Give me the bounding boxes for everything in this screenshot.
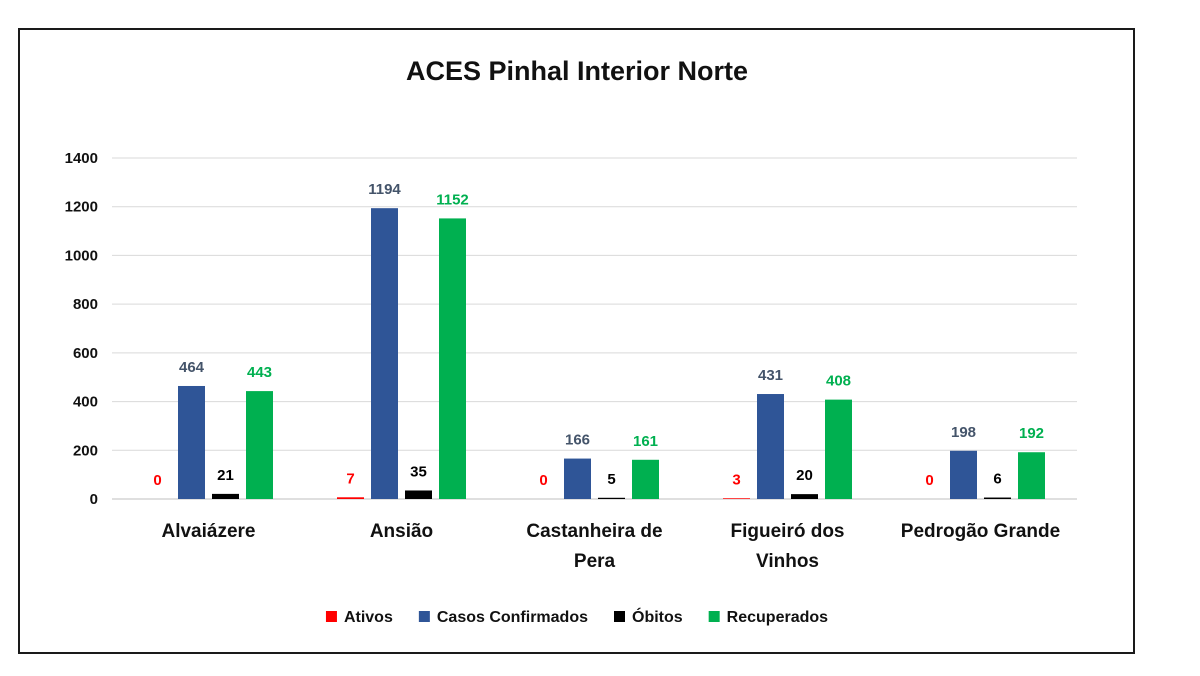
bar bbox=[405, 490, 432, 499]
data-label: 464 bbox=[179, 359, 205, 376]
bar bbox=[337, 497, 364, 499]
bar-chart: ACES Pinhal Interior Norte 0200400600800… bbox=[65, 56, 1077, 626]
data-label: 21 bbox=[217, 467, 234, 484]
bar bbox=[984, 497, 1011, 499]
data-label: 431 bbox=[758, 367, 783, 384]
legend-label: Óbitos bbox=[632, 607, 683, 626]
category-label: Figueiró dos bbox=[731, 521, 845, 542]
y-tick-label: 1400 bbox=[65, 150, 98, 167]
data-label: 166 bbox=[565, 432, 590, 449]
category-label: Alvaiázere bbox=[161, 521, 255, 542]
data-label: 5 bbox=[607, 471, 615, 488]
legend-label: Ativos bbox=[344, 609, 393, 626]
data-label: 1152 bbox=[436, 191, 469, 208]
data-label: 198 bbox=[951, 424, 976, 441]
bar bbox=[564, 458, 591, 499]
y-tick-label: 200 bbox=[73, 442, 98, 459]
x-axis-categories: Alvaiázere Ansião Castanheira de Pera Figuei… bbox=[161, 521, 1060, 572]
bar bbox=[212, 493, 239, 499]
y-tick-label: 1000 bbox=[65, 247, 98, 264]
data-label: 20 bbox=[796, 467, 813, 484]
data-label: 35 bbox=[410, 463, 427, 480]
data-label: 161 bbox=[633, 433, 658, 450]
data-label: 192 bbox=[1019, 425, 1044, 442]
data-label: 0 bbox=[153, 472, 161, 489]
y-axis-ticks: 0 200 400 600 800 1000 1200 1400 bbox=[65, 150, 98, 508]
data-label: 0 bbox=[539, 472, 547, 489]
category-label: Vinhos bbox=[756, 551, 819, 572]
y-tick-label: 400 bbox=[73, 394, 98, 411]
data-label: 6 bbox=[993, 471, 1001, 488]
y-tick-label: 0 bbox=[90, 491, 98, 508]
chart-title: ACES Pinhal Interior Norte bbox=[406, 56, 748, 86]
bar bbox=[825, 399, 852, 499]
bar bbox=[439, 218, 466, 500]
bar bbox=[791, 494, 818, 499]
category-label: Castanheira de bbox=[526, 521, 662, 542]
data-label: 1194 bbox=[368, 181, 401, 198]
bar bbox=[371, 208, 398, 499]
data-label: 443 bbox=[247, 364, 272, 381]
bar bbox=[950, 450, 977, 499]
data-label: 3 bbox=[732, 471, 740, 488]
legend-swatch bbox=[708, 611, 720, 622]
y-tick-label: 1200 bbox=[65, 199, 98, 216]
category-label: Pera bbox=[574, 551, 616, 572]
bar bbox=[757, 394, 784, 499]
bar bbox=[1018, 452, 1045, 499]
category-label: Ansião bbox=[370, 521, 433, 542]
data-labels: 0 464 21 443 7 1194 35 1152 0 166 5 161 3 431 20 408 0 19… bbox=[153, 181, 1044, 489]
y-tick-label: 600 bbox=[73, 345, 98, 362]
data-label: 408 bbox=[826, 373, 851, 390]
bar bbox=[598, 497, 625, 499]
bars bbox=[178, 208, 1045, 500]
legend-swatch bbox=[614, 611, 625, 622]
legend-label: Recuperados bbox=[727, 609, 828, 626]
legend: Ativos Casos Confirmados Óbitos Recuperados bbox=[325, 607, 828, 626]
bar bbox=[246, 391, 273, 499]
data-label: 7 bbox=[346, 470, 354, 487]
chart-frame: ACES Pinhal Interior Norte 0 200 400 600 800… bbox=[18, 28, 1135, 654]
legend-swatch bbox=[325, 611, 337, 622]
category-label: Pedrogão Grande bbox=[901, 521, 1060, 542]
legend-label: Casos Confirmados bbox=[437, 609, 588, 626]
legend-swatch bbox=[418, 611, 430, 622]
bar bbox=[178, 385, 205, 499]
bar bbox=[632, 459, 659, 499]
y-tick-label: 800 bbox=[73, 296, 98, 313]
data-label: 0 bbox=[925, 472, 933, 489]
bar bbox=[723, 498, 750, 499]
